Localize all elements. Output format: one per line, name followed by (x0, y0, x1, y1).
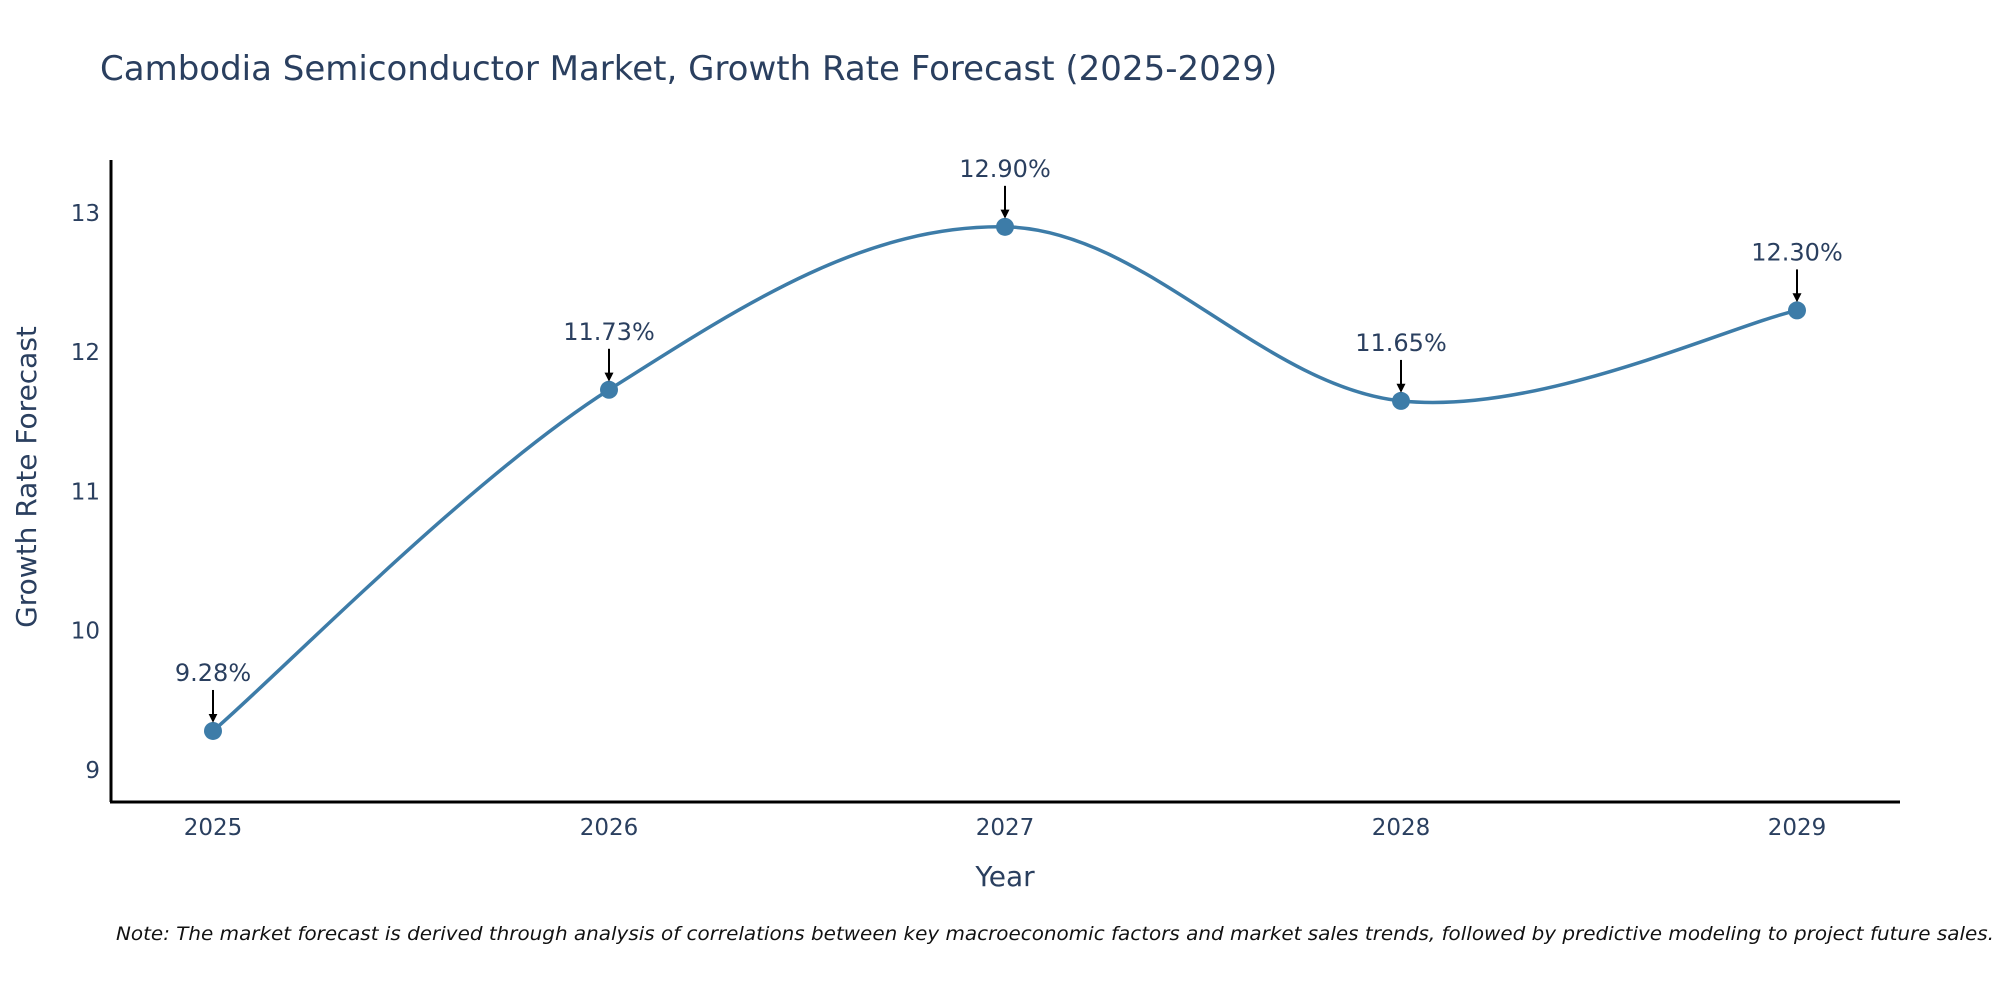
y-axis-ticks: 9 10 11 12 13 (71, 201, 100, 784)
x-tick-label: 2025 (184, 815, 243, 841)
y-tick-label: 10 (71, 619, 100, 645)
data-point (1392, 391, 1410, 410)
x-tick-label: 2028 (1372, 815, 1431, 841)
data-label: 12.90% (959, 155, 1051, 183)
y-tick-label: 12 (71, 340, 100, 366)
data-point (1788, 301, 1806, 320)
data-label: 9.28% (175, 659, 251, 687)
series-line (211, 225, 1798, 733)
data-point (204, 721, 222, 740)
plot-area: 9.28% 11.73% 12.90% 11.65% 12.30% (175, 155, 1843, 740)
data-label: 12.30% (1751, 238, 1843, 266)
data-label: 11.73% (563, 318, 655, 346)
x-axis-ticks: 2025 2026 2027 2028 2029 (184, 815, 1827, 841)
chart-title: Cambodia Semiconductor Market, Growth Ra… (100, 49, 1277, 89)
data-point (996, 217, 1014, 236)
data-point (600, 380, 618, 399)
x-tick-label: 2027 (976, 815, 1035, 841)
y-axis-title: Growth Rate Forecast (10, 326, 43, 628)
y-tick-label: 9 (85, 758, 100, 784)
x-tick-label: 2026 (580, 815, 639, 841)
x-tick-label: 2029 (1768, 815, 1827, 841)
y-tick-label: 11 (71, 479, 100, 505)
footnote: Note: The market forecast is derived thr… (116, 923, 1994, 945)
y-tick-label: 13 (71, 201, 100, 227)
data-label: 11.65% (1355, 329, 1447, 357)
x-axis-title: Year (974, 860, 1035, 893)
